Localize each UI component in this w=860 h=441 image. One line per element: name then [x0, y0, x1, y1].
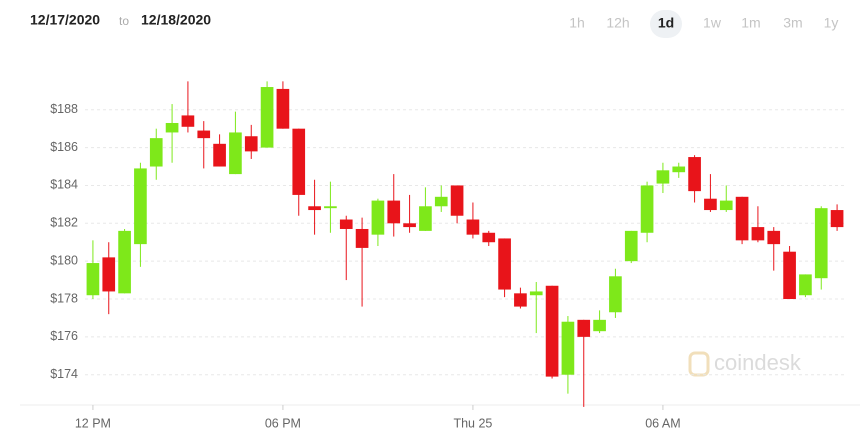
candle-body	[165, 122, 179, 133]
timeframe-button[interactable]: 1h	[569, 15, 585, 31]
y-tick-label: $186	[50, 140, 78, 154]
watermark-icon	[688, 351, 710, 377]
candle-body	[229, 132, 242, 175]
candle-body	[830, 210, 844, 228]
candle-body	[593, 319, 606, 332]
candle-body	[450, 185, 464, 216]
y-tick-label: $176	[50, 329, 78, 343]
candle-body	[276, 88, 290, 129]
timeframe-button[interactable]: 1d	[658, 15, 674, 31]
candle-body	[514, 293, 527, 307]
timeframe-button[interactable]: 1m	[741, 15, 760, 31]
timeframe-button[interactable]: 1y	[824, 15, 839, 31]
candle-body	[688, 157, 701, 192]
x-tick-label: 06 PM	[265, 416, 301, 430]
candle-body	[799, 274, 812, 296]
timeframe-highlight	[650, 10, 682, 38]
candle-body	[387, 200, 401, 224]
candle-body	[434, 196, 448, 207]
candle-body	[86, 263, 100, 296]
candle-body	[324, 206, 337, 209]
y-tick-label: $182	[50, 216, 78, 230]
candle-body	[466, 219, 480, 235]
candle-body	[134, 168, 147, 245]
candle-body	[339, 219, 353, 229]
y-tick-label: $184	[50, 178, 78, 192]
date-to: 12/18/2020	[141, 12, 211, 28]
candle-body	[292, 128, 306, 195]
x-tick-label: Thu 25	[453, 416, 492, 430]
watermark: coindesk	[688, 350, 802, 377]
candle-body	[545, 285, 559, 377]
timeframe-button[interactable]: 12h	[606, 15, 629, 31]
candle-body	[767, 230, 781, 245]
candle-body	[482, 232, 496, 243]
candle-body	[118, 230, 131, 294]
candle-body	[672, 166, 686, 173]
x-tick-label: 06 AM	[645, 416, 680, 430]
candle-body	[783, 251, 796, 300]
candle-body	[260, 87, 274, 148]
candle-body	[213, 143, 226, 167]
candle-body	[561, 321, 575, 375]
candle-body	[181, 115, 195, 127]
candle-body	[244, 136, 258, 152]
candle-body	[704, 198, 717, 211]
y-tick-label: $188	[50, 102, 78, 116]
candle-body	[529, 291, 543, 296]
candle-body	[308, 206, 321, 211]
y-tick-label: $180	[50, 253, 78, 267]
candle-body	[814, 208, 828, 279]
candle-body	[197, 130, 211, 139]
candle-body	[577, 319, 591, 337]
candle-body	[498, 238, 511, 290]
candle-body	[355, 228, 369, 248]
candle-body	[609, 276, 622, 313]
timeframe-button[interactable]: 1w	[703, 15, 722, 31]
candle-body	[419, 206, 432, 231]
date-from: 12/17/2020	[30, 12, 100, 28]
candle-body	[656, 170, 670, 184]
candle-body	[624, 230, 638, 262]
y-tick-label: $174	[50, 367, 78, 381]
timeframe-button[interactable]: 3m	[783, 15, 802, 31]
x-tick-label: 12 PM	[75, 416, 111, 430]
date-separator: to	[119, 14, 129, 28]
candle-body	[640, 185, 654, 233]
candle-body	[102, 257, 116, 292]
candle-body	[719, 200, 733, 211]
candle-body	[735, 196, 749, 241]
y-tick-label: $178	[50, 291, 78, 305]
candle-body	[371, 200, 385, 235]
watermark-text: coindesk	[714, 350, 802, 375]
candle-body	[403, 223, 416, 228]
candle-body	[751, 227, 765, 241]
candle-body	[149, 138, 163, 167]
